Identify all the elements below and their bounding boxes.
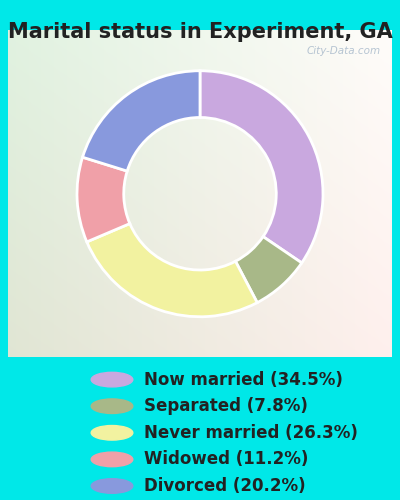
Wedge shape: [236, 236, 302, 302]
Text: Now married (34.5%): Now married (34.5%): [144, 370, 343, 388]
Text: City-Data.com: City-Data.com: [306, 46, 380, 56]
Wedge shape: [82, 70, 200, 171]
Text: Separated (7.8%): Separated (7.8%): [144, 397, 308, 415]
Wedge shape: [200, 70, 323, 263]
Text: Widowed (11.2%): Widowed (11.2%): [144, 450, 308, 468]
Text: Never married (26.3%): Never married (26.3%): [144, 424, 358, 442]
Circle shape: [91, 426, 133, 440]
Wedge shape: [77, 157, 130, 242]
Circle shape: [91, 478, 133, 494]
Text: Marital status in Experiment, GA: Marital status in Experiment, GA: [8, 22, 392, 42]
Wedge shape: [87, 224, 257, 316]
Circle shape: [91, 399, 133, 413]
Circle shape: [91, 452, 133, 466]
Circle shape: [91, 372, 133, 387]
Text: Divorced (20.2%): Divorced (20.2%): [144, 477, 306, 495]
